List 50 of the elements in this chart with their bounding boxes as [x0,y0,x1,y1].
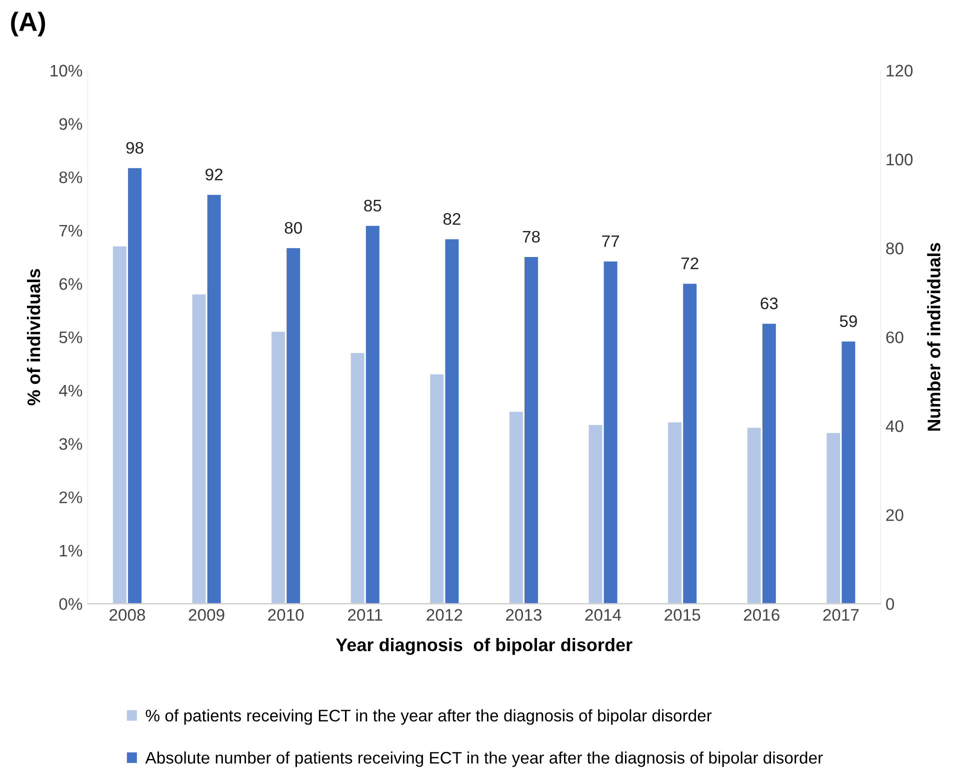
x-tick-label: 2013 [506,609,542,621]
y2-tick-label: 0 [886,598,894,610]
y2-tick-label: 40 [886,420,904,432]
legend-label: % of patients receiving ECT in the year after the diagnosis of bipolar disorder [146,709,712,725]
bar [509,412,523,604]
x-tick-label: 2017 [823,609,859,621]
y-tick-label: 5% [59,332,82,344]
y2-axis-title: Number of individuals [927,242,940,431]
data-label: 98 [126,142,144,154]
x-tick-label: 2009 [188,609,224,621]
legend-label: Absolute number of patients receiving ECT in the year after the diagnosis of bipolar disorder [145,751,823,767]
x-tick-label: 2015 [664,609,700,621]
data-label: 59 [840,315,857,328]
y2-tick-label: 60 [886,331,904,344]
bar [112,246,126,604]
y-tick-label: 2% [59,491,82,504]
x-tick-label: 2010 [268,609,304,621]
data-label: 80 [284,222,302,234]
data-label: 72 [681,258,698,270]
y-tick-label: 6% [59,278,82,290]
bar [286,248,300,604]
x-tick-label: 2012 [426,609,462,621]
bar [683,284,697,604]
data-label: 78 [522,230,540,243]
data-label: 82 [443,213,460,225]
data-label: 85 [364,200,382,212]
bar [128,168,142,604]
y-tick-label: 10% [50,64,82,77]
y-tick-label: 4% [59,384,82,397]
data-label: 77 [602,235,619,247]
data-label: 63 [760,298,778,310]
y-tick-label: 8% [59,171,82,184]
x-tick-label: 2014 [585,609,622,621]
y2-tick-label: 100 [886,154,913,166]
x-tick-label: 2016 [744,609,780,621]
chart-title: (A) [11,12,46,36]
y2-tick-label: 20 [886,509,904,522]
x-axis-title: Year diagnosis of bipolar disorder [336,638,632,655]
y2-tick-label: 80 [886,242,904,254]
y-tick-label: 9% [59,118,82,130]
y-axis-title: % of individuals [26,269,40,406]
y-tick-label: 3% [59,438,82,450]
x-tick-label: 2011 [348,609,382,621]
y-tick-label: 7% [59,224,82,237]
y-tick-label: 0% [59,598,82,610]
y2-tick-label: 120 [886,64,913,77]
data-label: 92 [206,168,222,180]
y-tick-label: 1% [60,544,82,557]
x-tick-label: 2008 [110,609,146,621]
bar [524,257,538,604]
